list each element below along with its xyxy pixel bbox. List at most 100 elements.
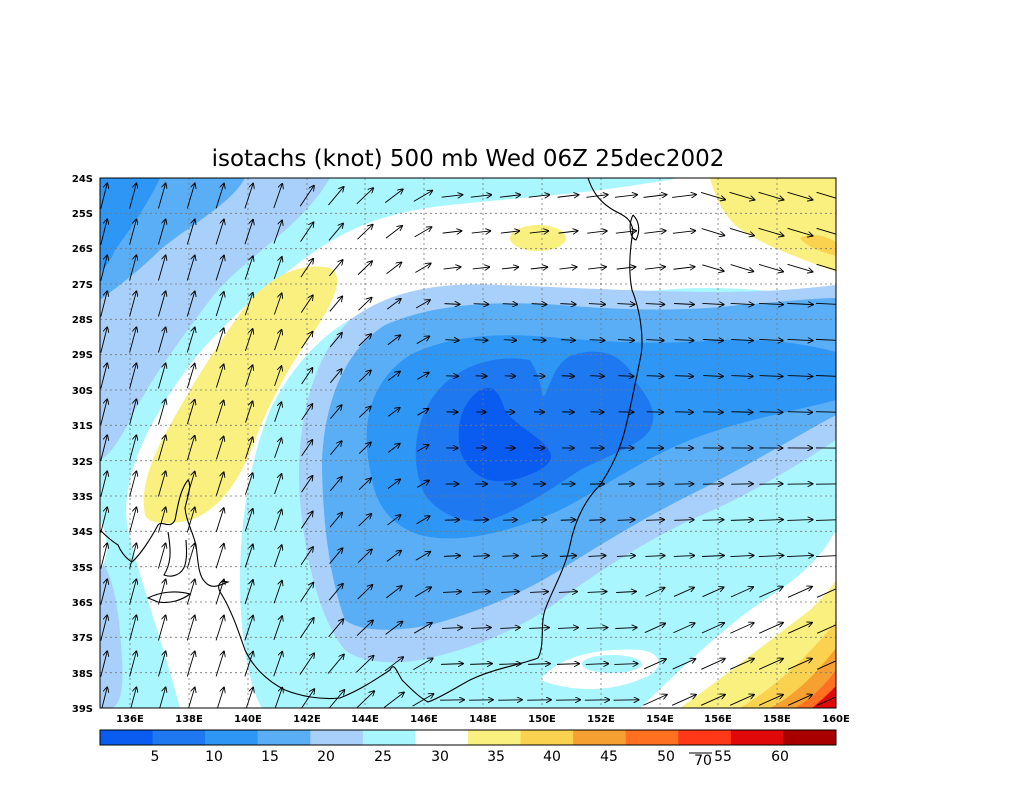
- wind-vector-arrow: [787, 227, 813, 235]
- wind-vector-arrow: [100, 255, 107, 281]
- wind-vector-arrow: [100, 471, 107, 497]
- wind-vector-arrow: [615, 628, 636, 629]
- wind-vector-arrow: [416, 516, 429, 525]
- wind-vector-arrow: [244, 256, 253, 280]
- lon-tick: 142E: [293, 714, 321, 725]
- wind-vector-arrow: [186, 328, 194, 353]
- lat-tick: 38S: [72, 669, 93, 680]
- wind-vector-arrow: [528, 664, 550, 665]
- wind-vector-arrow: [299, 618, 313, 639]
- wind-vector-arrow: [356, 188, 373, 205]
- wind-vector-arrow: [188, 688, 194, 708]
- wind-vector-arrow: [215, 544, 224, 569]
- wind-vector-arrow: [559, 267, 576, 269]
- wind-vector-arrow: [357, 261, 372, 276]
- wind-vector-arrow: [759, 339, 782, 340]
- wind-vector-arrow: [129, 183, 137, 209]
- wind-vector-arrow: [301, 476, 313, 493]
- wind-vector-arrow: [444, 304, 459, 305]
- wind-vector-arrow: [759, 520, 783, 521]
- wind-vector-arrow: [413, 191, 432, 202]
- wind-vector-arrow: [616, 592, 636, 593]
- wind-vector-arrow: [557, 628, 578, 629]
- wind-vector-arrow: [158, 507, 165, 533]
- wind-vector-arrow: [415, 552, 430, 561]
- lon-axis: 136E 138E 140E 142E 144E 146E 148E 150E …: [116, 714, 850, 725]
- wind-vector-arrow: [416, 336, 429, 345]
- wind-vector-arrow: [100, 579, 107, 605]
- lon-tick: 136E: [116, 714, 144, 725]
- wind-vector-arrow: [674, 376, 693, 377]
- wind-vector-arrow: [215, 328, 223, 352]
- wind-vector-arrow: [329, 369, 341, 384]
- wind-vector-arrow: [443, 556, 460, 557]
- wind-vector-arrow: [758, 227, 784, 235]
- wind-vector-arrow: [816, 695, 836, 706]
- lon-tick: 158E: [763, 714, 791, 725]
- wind-vector-arrow: [644, 623, 665, 633]
- wind-vector-arrow: [328, 224, 343, 241]
- wind-vector-arrow: [646, 376, 664, 377]
- wind-vector-arrow: [758, 659, 783, 670]
- wind-vector-arrow: [386, 299, 400, 310]
- wind-vector-arrow: [561, 340, 575, 341]
- lat-tick: 33S: [72, 492, 93, 503]
- wind-vector-arrow: [700, 695, 725, 706]
- wind-vector-arrow: [100, 327, 107, 353]
- wind-vector-arrow: [356, 656, 373, 673]
- wind-vector-arrow: [385, 189, 402, 203]
- wind-vector-arrow: [387, 335, 400, 346]
- wind-vector-arrow: [645, 588, 665, 597]
- wind-vector-arrow: [274, 474, 282, 495]
- wind-vector-arrow: [787, 695, 812, 706]
- lat-tick: 37S: [72, 633, 93, 644]
- wind-vector-arrow: [815, 555, 836, 558]
- lon-tick: 140E: [234, 714, 262, 725]
- lat-axis: 24S 25S 26S 27S 28S 29S 30S 31S 32S 33S …: [72, 174, 93, 715]
- wind-vector-arrow: [501, 267, 518, 269]
- wind-vector-arrow: [215, 220, 224, 245]
- wind-vector-arrow: [301, 440, 313, 457]
- wind-vector-arrow: [618, 376, 633, 377]
- wind-vector-arrow: [215, 437, 223, 460]
- wind-vector-arrow: [328, 619, 344, 638]
- wind-vector-arrow: [300, 222, 314, 242]
- colorbar-swatch: [205, 730, 259, 745]
- wind-vector-arrow: [588, 267, 606, 269]
- wind-vector-arrow: [329, 513, 342, 528]
- wind-vector-arrow: [158, 615, 165, 641]
- wind-vector-arrow: [186, 472, 194, 497]
- wind-vector-arrow: [614, 664, 637, 665]
- lon-tick: 150E: [528, 714, 556, 725]
- wind-vector-arrow: [441, 664, 463, 665]
- lon-tick: 154E: [646, 714, 674, 725]
- wind-vector-arrow: [759, 587, 782, 598]
- wind-vector-arrow: [186, 400, 194, 425]
- wind-vector-arrow: [215, 256, 224, 281]
- colorbar-swatch: [100, 730, 154, 745]
- wind-vector-arrow: [245, 437, 252, 459]
- wind-vector-arrow: [731, 376, 752, 377]
- wind-vector-arrow: [358, 370, 371, 382]
- wind-vector-arrow: [329, 477, 342, 492]
- coastline-mainland: [100, 178, 643, 703]
- wind-vector-arrow: [158, 255, 165, 281]
- wind-vector-arrow: [645, 556, 664, 557]
- wind-vector-arrow: [617, 304, 634, 305]
- wind-vector-arrow: [244, 220, 253, 245]
- colorbar-swatch: [362, 730, 416, 745]
- wind-vector-arrow: [702, 587, 724, 598]
- colorbar-swatch: [573, 730, 627, 745]
- wind-vector-arrow: [186, 220, 194, 245]
- wind-vector-arrow: [729, 228, 754, 235]
- colorbar-swatch: [730, 730, 784, 745]
- wind-vector-arrow: [503, 340, 516, 341]
- wind-vector-arrow: [672, 231, 695, 234]
- wind-vector-arrow: [758, 191, 784, 199]
- wind-vector-arrow: [329, 297, 342, 312]
- lon-tick: 152E: [587, 714, 615, 725]
- wind-vector-arrow: [245, 473, 252, 495]
- wind-vector-arrow: [158, 471, 165, 497]
- wind-vector-arrow: [356, 620, 373, 636]
- wind-vector-arrow: [300, 295, 313, 313]
